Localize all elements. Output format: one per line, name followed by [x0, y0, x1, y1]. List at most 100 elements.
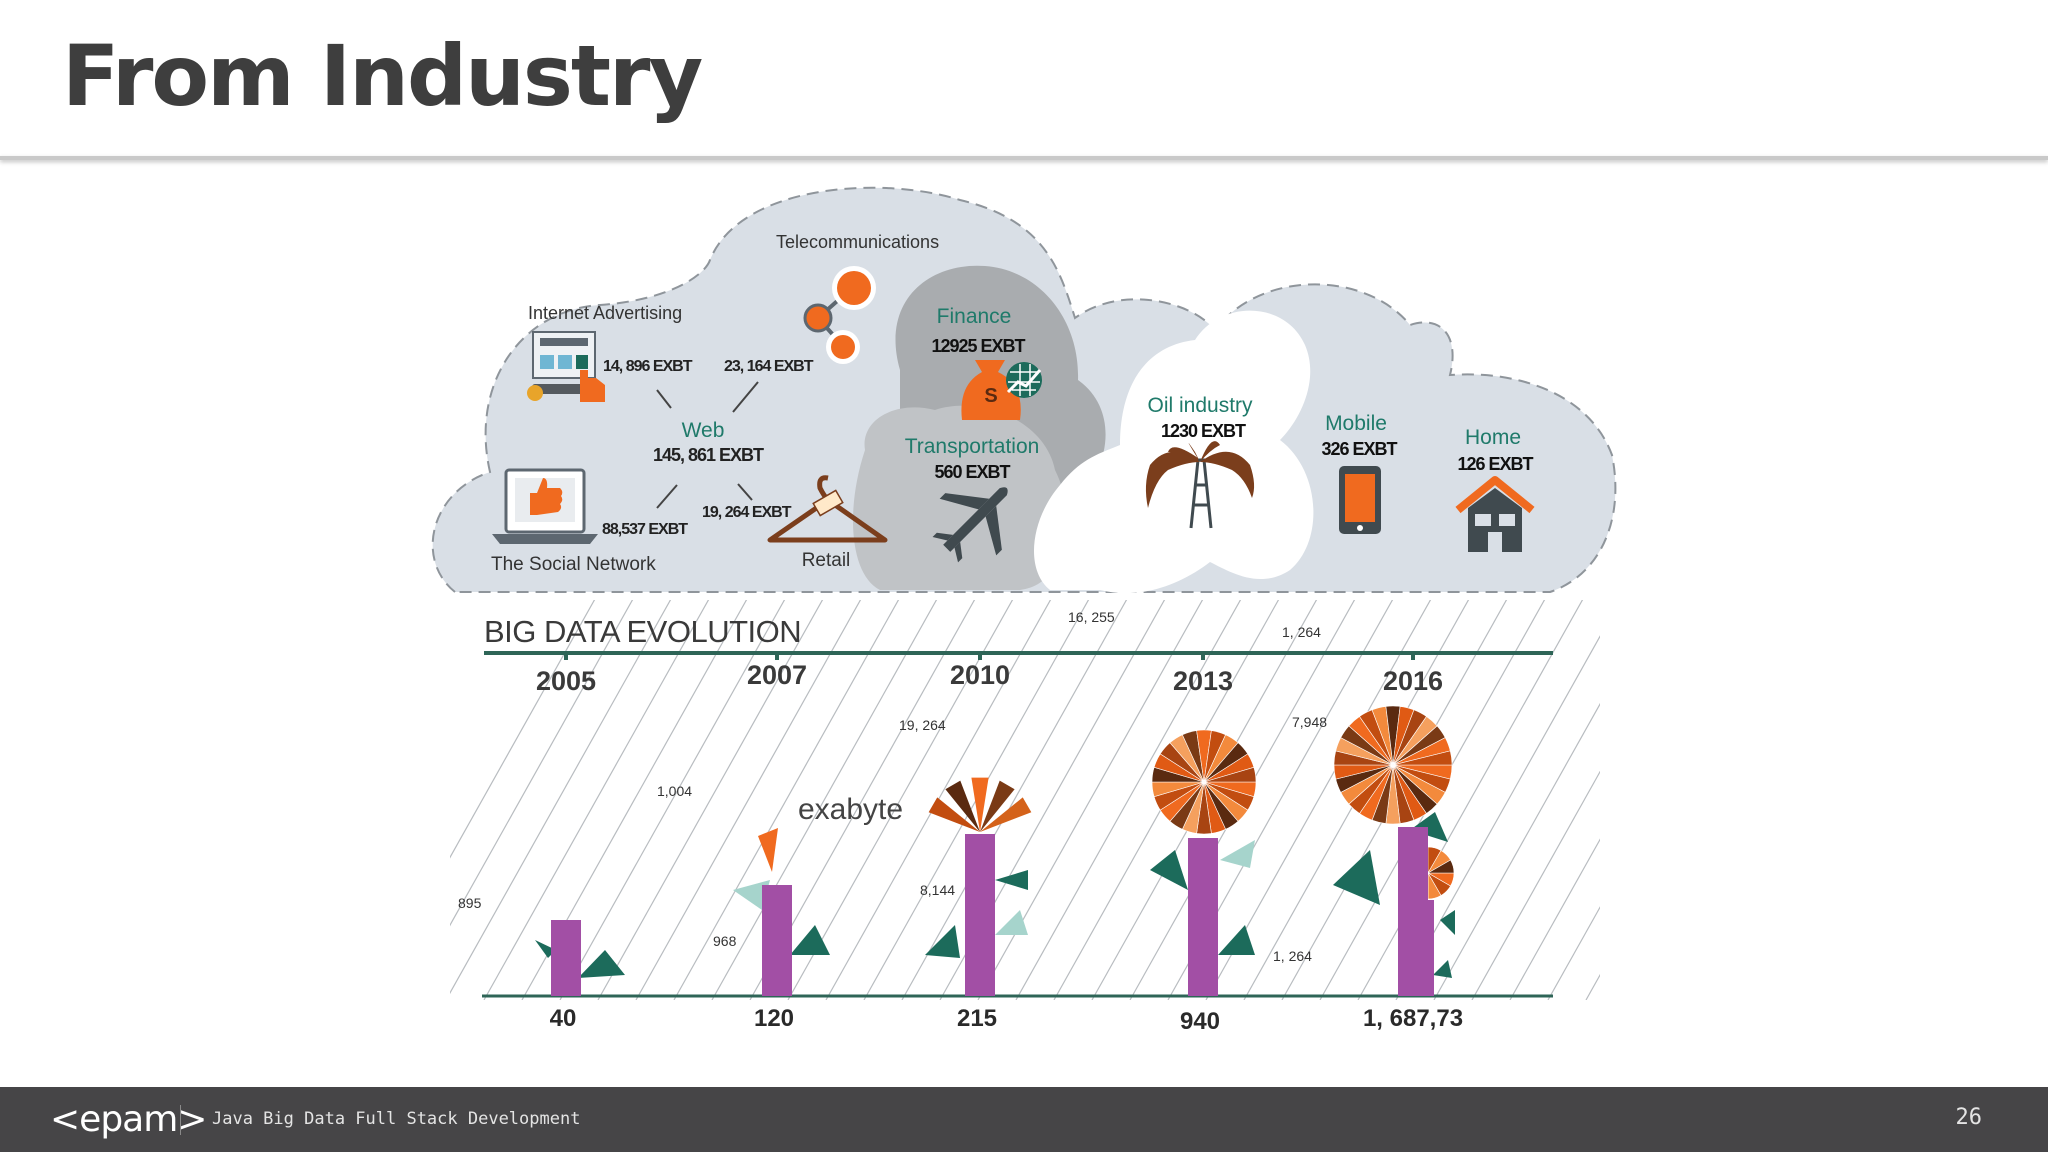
evolution-bar — [1188, 838, 1218, 996]
epam-logo: <epam> — [50, 1099, 207, 1140]
leaf — [1220, 840, 1255, 868]
transportation-label: Transportation — [905, 435, 1040, 458]
smartphone-icon — [1339, 466, 1381, 534]
year-label: 2013 — [1173, 666, 1233, 696]
web-label: Web — [682, 419, 725, 442]
rain-line — [1547, 906, 1600, 1000]
rain-line — [1395, 635, 1600, 1000]
airplane-icon — [932, 487, 1008, 563]
mobile-group: Mobile 326 EXBT — [1321, 412, 1399, 534]
rain-line — [597, 600, 824, 1000]
leaf — [995, 870, 1028, 890]
oil-industry-label: Oil industry — [1147, 394, 1253, 417]
rain-line — [1624, 590, 1854, 1000]
web-value: 145, 861 EXBT — [653, 445, 764, 465]
small-value-label: 19, 264 — [899, 717, 946, 733]
oil-industry-value: 1230 EXBT — [1161, 421, 1246, 441]
footer: <epam> Java Big Data Full Stack Developm… — [0, 1087, 2048, 1152]
clothes-hanger-icon — [767, 475, 888, 543]
leaf — [925, 925, 960, 958]
internet-advertising-value-1: 14, 896 EXBT — [603, 358, 693, 375]
leaf — [1433, 960, 1452, 978]
rain-line — [711, 600, 938, 1000]
small-labels: 895 968 1,004 8,144 19, 264 16, 255 7,948 1, 26… — [458, 609, 1327, 964]
flower-petal — [945, 780, 980, 832]
retail-label: Retail — [802, 550, 851, 571]
oil-rig-icon — [1145, 441, 1255, 529]
oil-industry-group: Oil industry 1230 EXBT — [1145, 394, 1255, 529]
web-group: Web 145, 861 EXBT — [653, 419, 765, 509]
leaf — [535, 940, 556, 958]
leaf — [1440, 910, 1455, 935]
telecommunications-group: Telecommunications — [776, 232, 939, 364]
connector-telecom-web — [732, 381, 759, 413]
page-number: 26 — [1955, 1105, 1983, 1130]
mobile-label: Mobile — [1325, 412, 1387, 435]
evolution-bar — [965, 834, 995, 996]
social-network-group: 88,537 EXBT The Social Network — [491, 468, 689, 575]
flower-petal — [928, 797, 980, 832]
mobile-value: 326 EXBT — [1321, 439, 1397, 459]
social-network-label: The Social Network — [491, 554, 656, 575]
rain-line — [450, 600, 634, 927]
social-network-value: 88,537 EXBT — [602, 521, 688, 538]
rain-line — [1433, 702, 1600, 1000]
home-value: 126 EXBT — [1457, 454, 1533, 474]
retail-value: 19, 264 EXBT — [702, 504, 792, 521]
flower-petal — [980, 797, 1032, 832]
year-label: 2005 — [536, 666, 596, 696]
flower-petal — [980, 780, 1015, 832]
evolution-bar — [762, 885, 792, 996]
pie-flower-slice — [1392, 750, 1453, 766]
home-label: Home — [1465, 426, 1521, 449]
evolution-bar — [551, 920, 581, 996]
rain-line — [1662, 590, 1892, 1000]
evolution-title: BIG DATA EVOLUTION — [484, 614, 801, 649]
evolution-chart: BIG DATA EVOLUTION 2005 2007 2010 2013 2016 … — [458, 609, 1553, 1035]
year-label: 2016 — [1383, 666, 1443, 696]
exabyte-label: exabyte — [798, 793, 903, 826]
house-icon — [1455, 476, 1535, 552]
internet-advertising-label: Internet Advertising — [528, 303, 682, 323]
rain-line — [1357, 600, 1584, 1000]
bar-value-label: 940 — [1180, 1008, 1220, 1035]
transportation-value: 560 EXBT — [934, 462, 1010, 482]
leaf — [733, 880, 770, 910]
pie-flower-slice — [1203, 766, 1257, 783]
leaf — [1333, 850, 1380, 905]
small-value-label: 895 — [458, 895, 482, 911]
retail-group: 19, 264 EXBT Retail — [702, 475, 888, 571]
home-group: Home 126 EXBT — [1455, 426, 1535, 552]
small-value-label: 968 — [713, 933, 737, 949]
small-value-label: 16, 255 — [1068, 609, 1115, 625]
footer-course-title: Java Big Data Full Stack Development — [212, 1109, 581, 1129]
laptop-like-icon — [492, 468, 598, 544]
connector-ad-web — [656, 389, 672, 409]
rain-line — [635, 600, 862, 1000]
finance-label: Finance — [937, 305, 1012, 328]
leaf — [758, 828, 778, 872]
bar-value-label: 215 — [957, 1005, 997, 1032]
leaf — [790, 925, 830, 955]
leaf — [578, 950, 625, 978]
svg-text:S: S — [984, 385, 997, 407]
internet-advertising-group: Internet Advertising 14, 896 EXBT 23, 16… — [527, 303, 815, 413]
footer-divider — [180, 1105, 181, 1135]
small-value-label: 1, 264 — [1282, 624, 1321, 640]
rain-line — [1700, 590, 1930, 1000]
rain-line — [901, 600, 1128, 1000]
small-value-label: 1, 264 — [1273, 948, 1312, 964]
telecommunications-label: Telecommunications — [776, 232, 939, 252]
bar-value-label: 120 — [754, 1005, 794, 1032]
plants-layer — [535, 705, 1455, 978]
header-divider — [0, 156, 2048, 160]
finance-value: 12925 EXBT — [931, 336, 1025, 356]
leaf — [1410, 812, 1448, 842]
rain-line — [559, 600, 786, 1000]
year-label: 2007 — [747, 660, 807, 690]
slide-header: From Industry — [0, 0, 2048, 156]
bars-layer — [551, 827, 1434, 996]
slide-title: From Industry — [62, 27, 703, 125]
internet-advertising-value-2: 23, 164 EXBT — [724, 358, 814, 375]
